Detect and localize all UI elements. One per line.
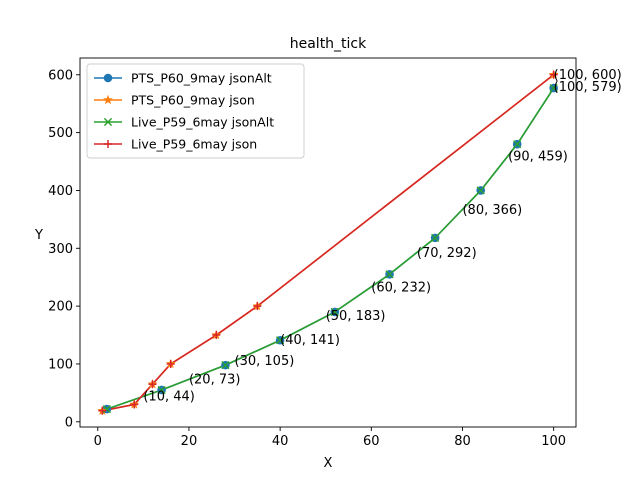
series-line-2 [106,87,555,410]
legend-marker-2 [103,117,113,127]
legend-label-3: Live_P59_6may json [131,137,257,152]
x-axis-label: X [324,456,333,471]
data-annotation: (30, 105) [235,354,295,369]
series-2-point [431,233,440,242]
x-tick-label: 20 [181,434,198,449]
series-3-point [212,331,221,340]
axes-frame [79,57,577,428]
legend-marker-1 [102,94,114,105]
data-annotation: (20, 73) [189,373,241,388]
data-annotation: (90, 459) [508,149,568,164]
series-2-point [385,270,394,279]
series-2-point [157,385,166,395]
series-3-point [166,359,175,368]
series-2-point [549,83,558,93]
legend-label-0: PTS_P60_9may jsonAlt [131,71,272,86]
legend: PTS_P60_9may jsonAlt PTS_P60_9may json Liv… [86,63,305,159]
series-3-point [549,70,558,79]
series-3-point [148,380,157,389]
y-tick-label: 600 [48,68,73,83]
data-annotation: (40, 141) [280,333,340,348]
data-annotation: (10, 44) [143,389,195,404]
x-tick-label: 40 [272,434,289,449]
y-tick-label: 100 [48,357,73,372]
y-tick-label: 500 [48,126,73,141]
legend-marker-0 [103,73,113,83]
legend-box [86,63,305,159]
y-axis-label: Y [34,228,43,243]
x-tick-label: 60 [363,434,380,449]
series-2-point [476,186,485,195]
data-annotation: (80, 366) [462,203,522,218]
data-annotation: (100, 600) [554,68,622,83]
x-tick-label: 0 [94,434,102,449]
data-annotation: (100, 579) [554,80,622,95]
y-tick-label: 300 [48,242,73,257]
plot-area: (10, 44)(20, 73) (30, 105) (40, 141) (50, 1… [48,57,622,449]
series-2-point [330,307,339,316]
legend-marker-3 [104,140,112,148]
legend-label-1: PTS_P60_9may json [131,93,255,108]
data-annotation: (70, 292) [417,246,477,261]
y-tick-label: 400 [48,184,73,199]
chart-title: health_tick [290,36,367,52]
series-3-point [98,406,107,415]
series-3-point [253,302,262,311]
x-tick-label: 100 [541,434,566,449]
x-tick-label: 80 [454,434,471,449]
series-2-point [513,140,522,149]
y-tick-label: 200 [48,300,73,315]
data-annotation: (50, 183) [326,309,386,324]
data-annotation: (60, 232) [371,281,431,296]
series-2-point [276,336,285,345]
legend-label-2: Live_P59_6may jsonAlt [131,115,274,130]
y-tick-label: 0 [65,415,73,430]
series-2-point [221,361,230,370]
series-3-point [130,400,139,409]
